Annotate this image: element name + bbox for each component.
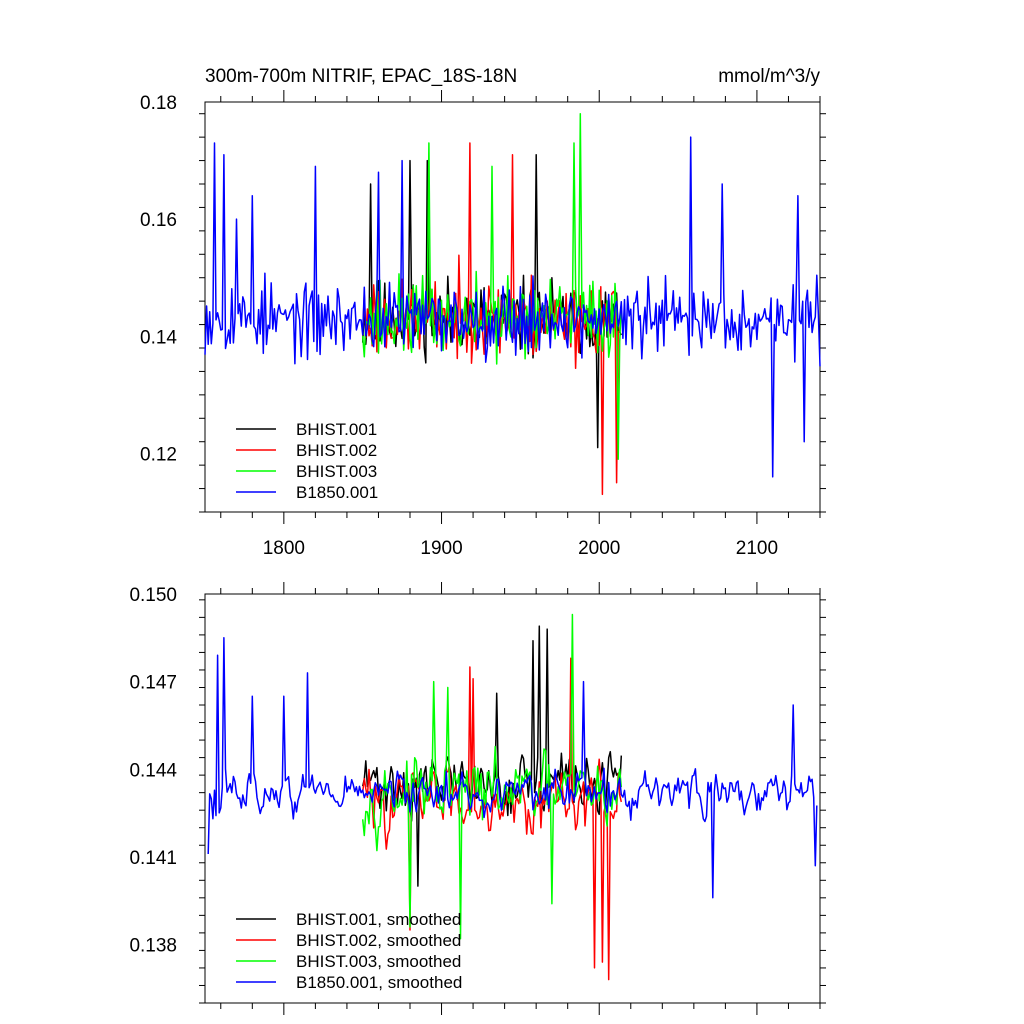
legend-label: B1850.001, smoothed (296, 973, 462, 992)
top-panel: 300m-700m NITRIF, EPAC_18S-18N mmol/m^3/y… (140, 66, 826, 559)
y-tick-label: 0.18 (140, 93, 177, 114)
series-line-4 (204, 136, 821, 478)
series-line-4 (207, 637, 818, 899)
y-tick-label: 0.16 (140, 210, 177, 231)
legend-label: BHIST.001 (296, 420, 377, 439)
legend-label: B1850.001 (296, 483, 378, 502)
legend-label: BHIST.001, smoothed (296, 910, 461, 929)
bottom-panel: 0.138 0.141 0.144 0.147 0.150 BHIST.001, smoo… (129, 582, 826, 1015)
legend-label: BHIST.003, smoothed (296, 952, 461, 971)
y-tick-label: 0.14 (140, 327, 177, 348)
y-tick-label: 0.12 (140, 444, 177, 465)
legend-label: BHIST.003 (296, 462, 377, 481)
y-tick-label: 0.141 (129, 848, 177, 869)
plot-frame (204, 593, 821, 1004)
x-tick-label: 2000 (578, 538, 620, 559)
plot-frame (204, 101, 821, 513)
y-tick-label: 0.144 (129, 760, 177, 781)
x-tick-label: 1800 (263, 538, 305, 559)
x-tick-label: 1900 (420, 538, 462, 559)
y-tick-label: 0.138 (129, 936, 177, 957)
series-line-3 (361, 613, 623, 940)
y-tick-label: 0.147 (129, 673, 177, 694)
units-label: mmol/m^3/y (718, 66, 820, 87)
x-tick-label: 2100 (736, 538, 778, 559)
legend-label: BHIST.002, smoothed (296, 931, 461, 950)
legend-label: BHIST.002 (296, 441, 377, 460)
chart-title: 300m-700m NITRIF, EPAC_18S-18N (205, 66, 517, 87)
y-tick-label: 0.150 (129, 585, 177, 606)
